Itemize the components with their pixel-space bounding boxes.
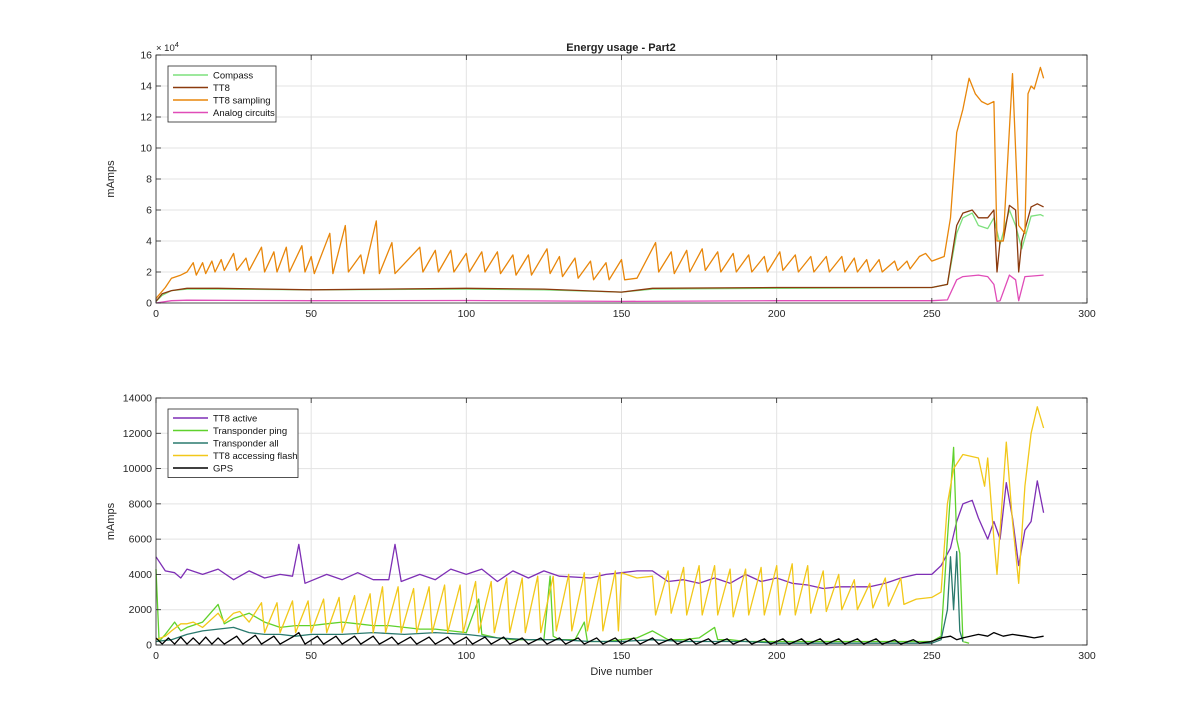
series-group: [155, 406, 1045, 645]
y-exponent-power: 4: [175, 40, 179, 49]
legend-label: Compass: [213, 71, 253, 82]
x-axis-label: Dive number: [590, 666, 653, 678]
y-tick-label: 10: [140, 143, 152, 155]
x-tick-label: 0: [153, 308, 159, 320]
y-axis-label: mAmps: [105, 160, 117, 198]
y-tick-label: 6000: [129, 534, 153, 546]
x-tick-label: 250: [923, 308, 941, 320]
legend-label: TT8 accessing flash: [213, 451, 297, 462]
y-tick-label: 14: [140, 81, 152, 93]
x-tick-label: 100: [458, 650, 476, 662]
chart-bottom-energy: 0 50 100 150 200 250 300 0 2000 4000 6000 8000 10000…: [105, 393, 1096, 679]
legend-label: Transponder ping: [213, 426, 287, 437]
legend-label: TT8 active: [213, 414, 257, 425]
y-tick-label: 4000: [129, 569, 153, 581]
legend-label: GPS: [213, 464, 233, 475]
x-tick-label: 100: [458, 308, 476, 320]
x-tick-label: 50: [305, 308, 317, 320]
x-tick-label: 150: [613, 308, 631, 320]
y-tick-label: 16: [140, 50, 152, 62]
y-tick-label: 8: [146, 174, 152, 186]
y-tick-label: 10000: [123, 463, 152, 475]
figure-title: Energy usage - Part2: [566, 42, 675, 54]
chart-top-energy: 0 50 100 150 200 250 300 0 2 4 6 8 10 12 14 16 × 104 mAmp…: [105, 40, 1096, 320]
series-line-tt8-active: [155, 480, 1045, 590]
y-tick-label: 14000: [123, 393, 152, 405]
x-tick-label: 300: [1078, 650, 1096, 662]
y-tick-label: 0: [146, 298, 152, 310]
legend-label: Transponder all: [213, 439, 279, 450]
y-tick-label: 8000: [129, 498, 153, 510]
series-line-tt8-sampling: [155, 66, 1045, 299]
y-tick-label: 2000: [129, 604, 153, 616]
y-tick-label: 12000: [123, 428, 152, 440]
y-tick-label: 12: [140, 112, 152, 124]
y-tick-label: 2: [146, 267, 152, 279]
y-axis-label: mAmps: [105, 502, 117, 540]
legend-label: Analog circuits: [213, 108, 275, 119]
series-line-tt8-accessing-flash: [155, 406, 1045, 641]
x-tick-label: 50: [305, 650, 317, 662]
series-line-tt8: [155, 203, 1044, 302]
y-exponent-label: × 104: [156, 40, 179, 54]
legend-label: TT8 sampling: [213, 96, 271, 107]
x-tick-label: 250: [923, 650, 941, 662]
series-line-analog-circuits: [155, 274, 1044, 304]
y-tick-label: 0: [146, 640, 152, 652]
x-tick-label: 200: [768, 308, 786, 320]
x-tick-label: 200: [768, 650, 786, 662]
y-tick-label: 6: [146, 205, 152, 217]
x-tick-label: 0: [153, 650, 159, 662]
series-line-gps: [155, 631, 1044, 645]
series-group: [155, 66, 1045, 304]
legend-label: TT8: [213, 83, 230, 94]
x-tick-label: 150: [613, 650, 631, 662]
y-tick-label: 4: [146, 236, 152, 248]
series-line-transponder-all: [155, 550, 964, 644]
x-tick-label: 300: [1078, 308, 1096, 320]
